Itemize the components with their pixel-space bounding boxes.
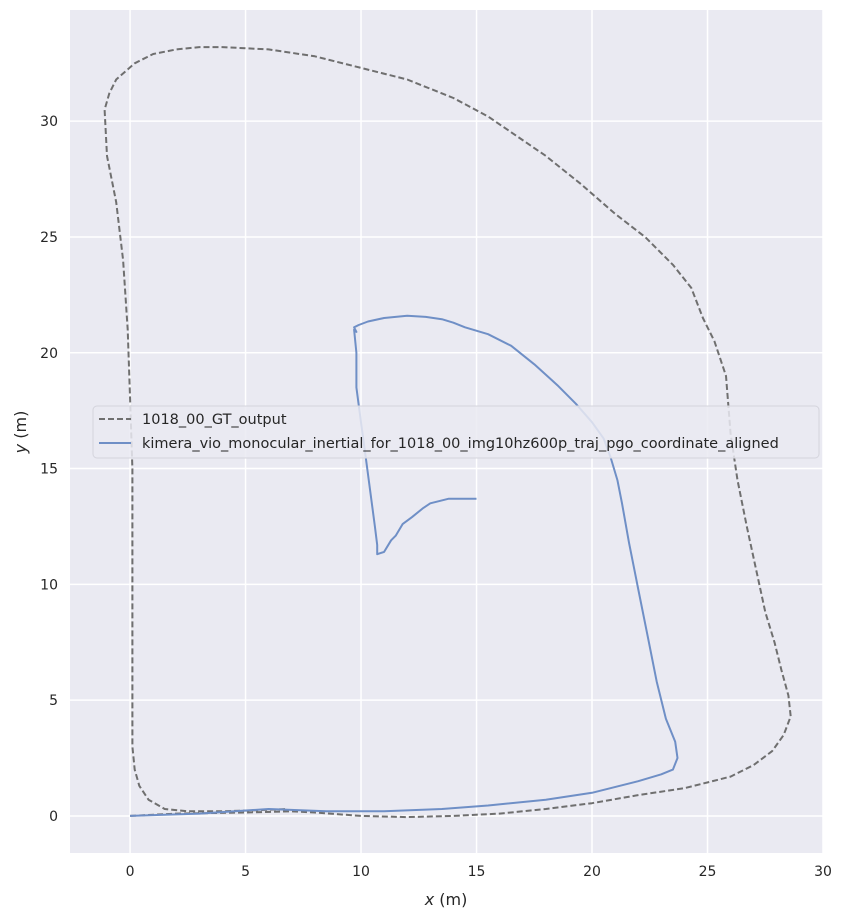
y-tick-label-25: 25: [40, 230, 58, 246]
y-tick-label-10: 10: [40, 577, 58, 593]
x-tick-label-0: 0: [126, 864, 135, 880]
x-tick-labels: 0 5 10 15 20 25 30: [126, 864, 832, 880]
y-axis-label: y (m): [11, 411, 30, 455]
y-tick-label-0: 0: [49, 809, 58, 825]
series-line-gt: [103, 46, 792, 819]
x-tick-label-25: 25: [699, 864, 717, 880]
series-layer: [103, 46, 792, 819]
y-tick-label-5: 5: [49, 693, 58, 709]
x-tick-label-5: 5: [241, 864, 250, 880]
legend: 1018_00_GT_output kimera_vio_monocular_i…: [92, 405, 820, 459]
legend-box: [92, 405, 820, 459]
y-tick-label-15: 15: [40, 462, 58, 478]
y-tick-labels: 0 5 10 15 20 25 30: [40, 114, 58, 825]
x-tick-label-15: 15: [468, 864, 486, 880]
legend-label-gt: 1018_00_GT_output: [142, 412, 287, 428]
series-line-vio: [130, 314, 679, 817]
legend-label-vio: kimera_vio_monocular_inertial_for_1018_0…: [142, 436, 779, 452]
x-axis-label: x (m): [424, 890, 468, 909]
x-tick-label-30: 30: [814, 864, 832, 880]
x-tick-label-10: 10: [352, 864, 370, 880]
x-tick-label-20: 20: [583, 864, 601, 880]
y-tick-label-20: 20: [40, 346, 58, 362]
y-tick-label-30: 30: [40, 114, 58, 130]
